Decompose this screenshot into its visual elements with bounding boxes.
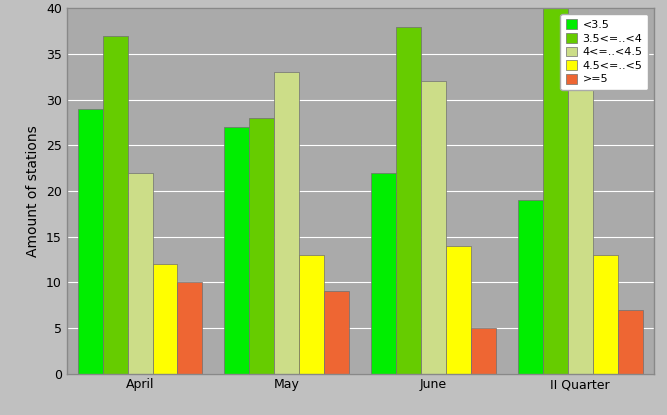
Bar [396, 27, 421, 374]
Bar [77, 109, 103, 374]
Bar [127, 173, 153, 374]
Bar [324, 291, 350, 374]
Bar [471, 328, 496, 374]
Bar [518, 200, 543, 374]
Bar [103, 36, 127, 374]
Bar [177, 282, 203, 374]
Bar [543, 8, 568, 374]
Bar [153, 264, 177, 374]
Bar [274, 72, 299, 373]
Bar [568, 63, 593, 374]
Bar [249, 118, 274, 374]
Bar [593, 255, 618, 374]
Y-axis label: Amount of stations: Amount of stations [27, 125, 41, 257]
Bar [618, 310, 642, 374]
Bar [371, 173, 396, 374]
Bar [299, 255, 324, 374]
Bar [421, 81, 446, 374]
Legend: <3.5, 3.5<=..<4, 4<=..<4.5, 4.5<=..<5, >=5: <3.5, 3.5<=..<4, 4<=..<4.5, 4.5<=..<5, >… [560, 14, 648, 90]
Bar [224, 127, 249, 374]
Bar [446, 246, 471, 374]
